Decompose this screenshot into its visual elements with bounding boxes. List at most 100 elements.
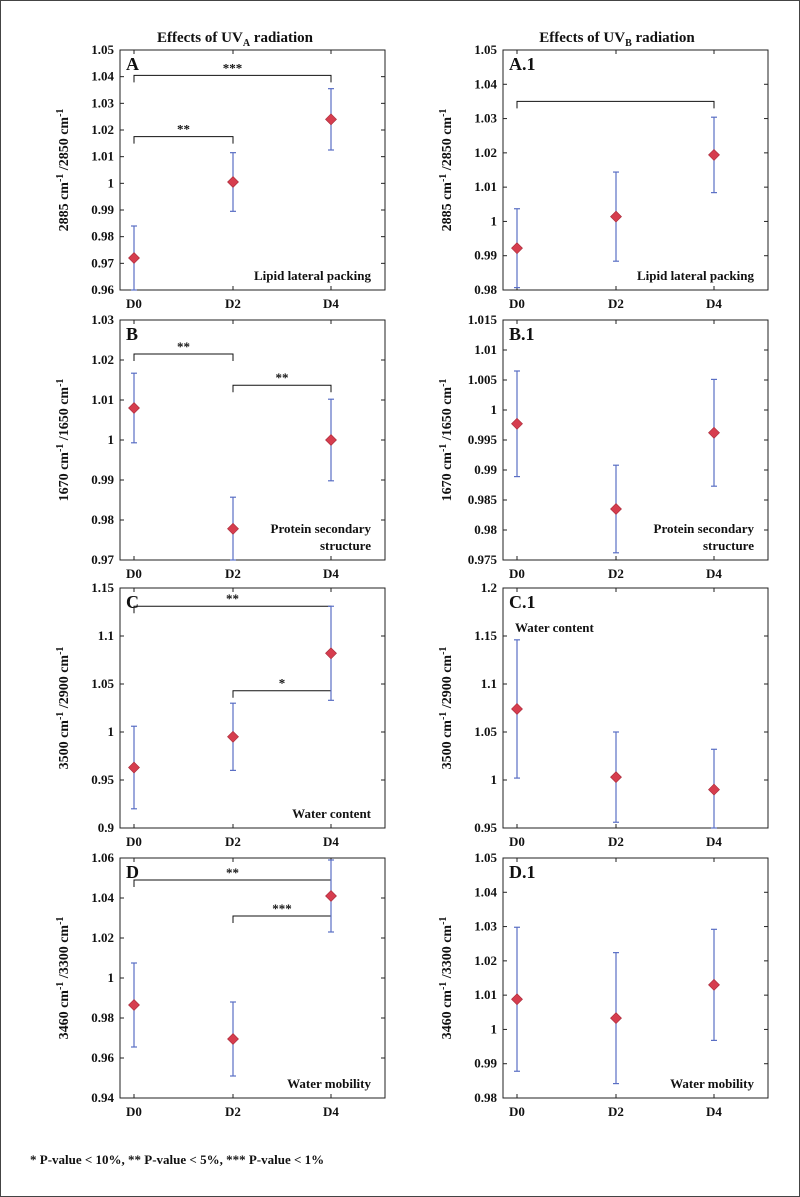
y-tick-label: 1.03 <box>474 111 497 126</box>
y-tick-label: 0.97 <box>91 255 114 270</box>
y-tick-label: 1 <box>108 970 115 985</box>
chart-panel-c-1: 0.95 1 1.05 1.1 1.15 1.2 D0 D2 D4 3500 cm-1 /2900… <box>438 580 769 849</box>
panel-annotation: Water mobility <box>287 1076 371 1091</box>
y-tick-label: 0.9 <box>98 820 115 835</box>
plot-area <box>502 857 769 1099</box>
significance-bracket <box>232 690 332 698</box>
y-tick-label: 0.99 <box>474 462 497 477</box>
y-tick-label: 1.06 <box>91 850 114 865</box>
significance-bracket <box>232 384 332 393</box>
x-tick-label: D4 <box>706 1104 722 1119</box>
significance-bracket <box>232 915 332 923</box>
y-tick-label: 1 <box>108 175 115 190</box>
y-tick-label: 1.04 <box>91 890 114 905</box>
data-point <box>511 417 523 430</box>
y-axis-label: 3500 cm-1 /2900 cm-1 <box>55 647 72 770</box>
y-tick-label: 0.995 <box>468 432 498 447</box>
y-tick-label: 1.02 <box>91 352 114 367</box>
x-tick-label: D0 <box>126 566 142 581</box>
y-tick-label: 0.95 <box>474 820 497 835</box>
panel-annotation: structure <box>703 538 754 553</box>
significance-stars: ** <box>226 591 239 606</box>
x-tick-label: D4 <box>323 834 339 849</box>
data-point <box>708 978 720 991</box>
y-tick-label: 0.99 <box>91 472 114 487</box>
significance-stars: *** <box>223 60 243 75</box>
x-tick-label: D2 <box>608 834 624 849</box>
data-point <box>128 761 140 774</box>
y-axis-label: 2885 cm-1 /2850 cm-1 <box>55 109 72 232</box>
panel-label: D.1 <box>509 862 536 882</box>
column-title-uvb: Effects of UVB radiation <box>539 30 695 49</box>
plot-area <box>119 857 386 1099</box>
y-tick-label: 1.02 <box>474 145 497 160</box>
y-tick-label: 1 <box>108 432 115 447</box>
plot-area <box>119 587 386 829</box>
x-tick-label: D0 <box>509 834 525 849</box>
y-tick-label: 1 <box>491 1021 498 1036</box>
y-tick-label: 1.01 <box>91 149 114 164</box>
y-tick-label: 0.98 <box>91 229 114 244</box>
y-tick-label: 1 <box>491 213 498 228</box>
data-point <box>511 242 523 255</box>
data-point <box>227 176 239 188</box>
data-point <box>610 771 622 784</box>
y-tick-label: 1.03 <box>91 95 114 110</box>
x-tick-label: D0 <box>509 566 525 581</box>
y-tick-label: 1.1 <box>481 676 497 691</box>
significance-bracket <box>133 605 332 614</box>
y-tick-label: 0.97 <box>91 552 114 567</box>
y-tick-label: 1.01 <box>91 392 114 407</box>
x-tick-label: D0 <box>509 1104 525 1119</box>
y-tick-label: 1.01 <box>474 987 497 1002</box>
x-tick-label: D0 <box>126 296 142 311</box>
chart-panel-a-1: 0.98 0.99 1 1.01 1.02 1.03 1.04 1.05 D0 D2 D4 2885 … <box>438 42 769 311</box>
data-point <box>708 426 720 439</box>
x-tick-label: D2 <box>225 296 241 311</box>
y-tick-label: 0.99 <box>91 202 114 217</box>
plot-area <box>119 49 386 291</box>
y-tick-label: 1.05 <box>474 850 497 865</box>
data-point <box>610 503 622 515</box>
y-tick-label: 0.98 <box>91 512 114 527</box>
x-tick-label: D2 <box>608 296 624 311</box>
panel-label: B.1 <box>509 324 535 344</box>
column-title-uva: Effects of UVA radiation <box>157 30 314 49</box>
data-point <box>128 252 140 264</box>
chart-panel-d: 0.94 0.96 0.98 1 1.02 1.04 1.06 D0 D2 D4 3460 cm-1… <box>55 850 386 1119</box>
significance-bracket <box>133 353 234 361</box>
y-tick-label: 1.005 <box>468 372 498 387</box>
chart-panel-c: 0.9 0.95 1 1.05 1.1 1.15 D0 D2 D4 3500 cm-1 /2900… <box>55 580 386 849</box>
x-tick-label: D4 <box>323 566 339 581</box>
y-tick-label: 1.15 <box>91 580 114 595</box>
x-tick-label: D4 <box>323 296 339 311</box>
x-tick-label: D2 <box>608 566 624 581</box>
y-tick-label: 1.04 <box>474 76 497 91</box>
y-tick-label: 1.03 <box>91 312 114 327</box>
y-tick-label: 1.05 <box>474 724 497 739</box>
panel-annotation: Lipid lateral packing <box>637 268 755 283</box>
panel-label: B <box>126 324 138 344</box>
y-tick-label: 1.02 <box>474 953 497 968</box>
data-point <box>325 890 337 902</box>
y-axis-label: 1670 cm-1 /1650 cm-1 <box>438 379 455 502</box>
panel-annotation: Water content <box>292 806 371 821</box>
y-tick-label: 0.975 <box>468 552 498 567</box>
y-tick-label: 0.985 <box>468 492 498 507</box>
data-point <box>227 522 239 535</box>
significance-stars: * <box>279 676 286 691</box>
panel-annotation: Water mobility <box>670 1076 754 1091</box>
data-point <box>227 730 239 743</box>
y-tick-label: 1.01 <box>474 179 497 194</box>
x-tick-label: D0 <box>126 1104 142 1119</box>
data-point <box>511 993 523 1006</box>
panel-label: A.1 <box>509 54 536 74</box>
chart-panel-a: 0.96 0.97 0.98 0.99 1 1.01 1.02 1.03 1.04 1.05 D0 D… <box>55 42 386 311</box>
plot-area <box>502 49 769 291</box>
data-point <box>325 434 337 446</box>
panels-group: 0.96 0.97 0.98 0.99 1 1.01 1.02 1.03 1.04 1.05 D0 D… <box>55 42 769 1119</box>
data-point <box>325 113 337 126</box>
x-tick-label: D4 <box>706 834 722 849</box>
y-tick-label: 0.98 <box>474 1090 497 1105</box>
